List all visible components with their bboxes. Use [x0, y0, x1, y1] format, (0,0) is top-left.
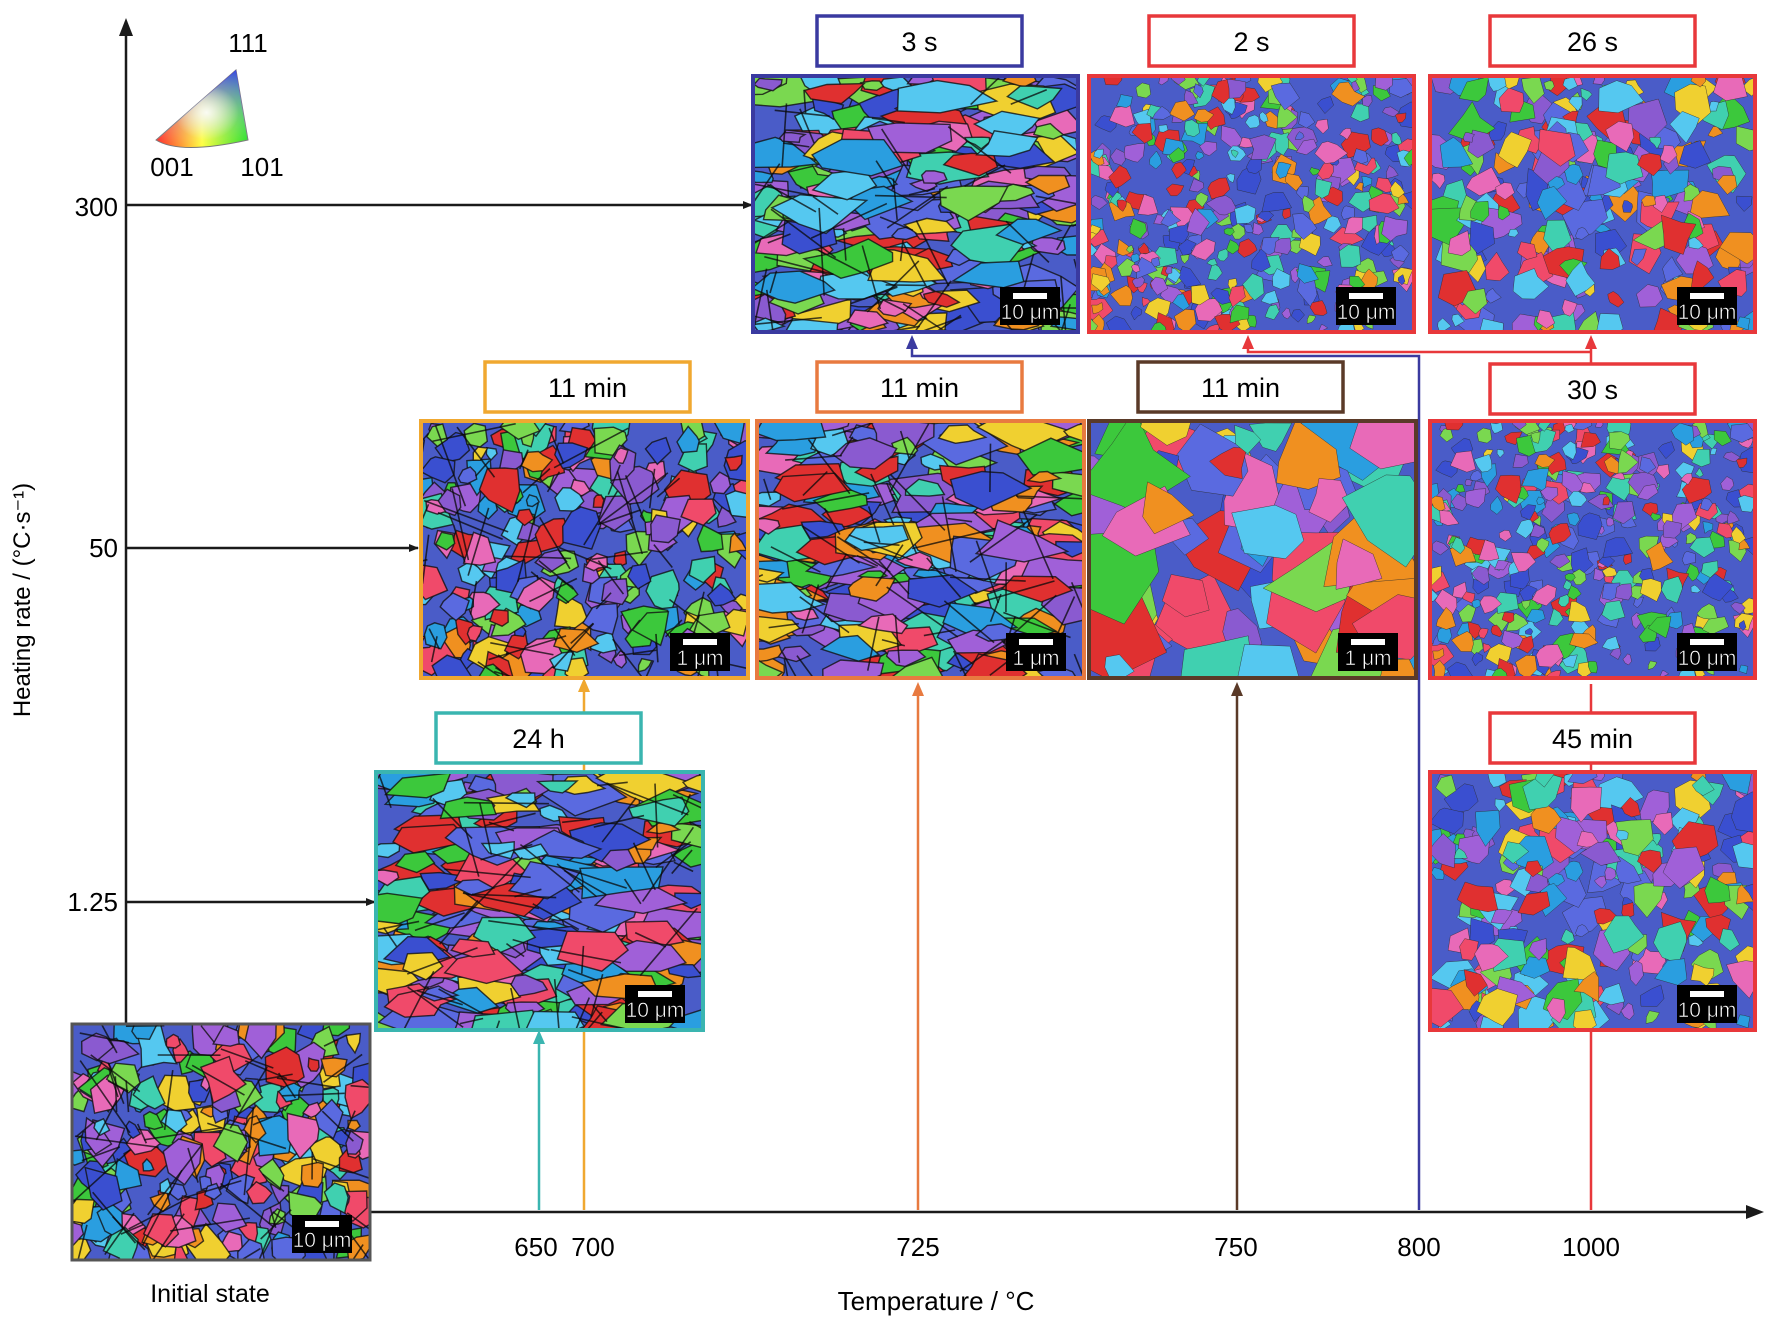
- panel-p50-750: 11 min 1 μm: [1087, 360, 1418, 680]
- heating-rate-arrows: [126, 201, 753, 906]
- time-label: 11 min: [880, 373, 959, 403]
- panel-frame: [751, 74, 1080, 334]
- y-axis-title: Heating rate / (°C·s⁻¹): [9, 483, 36, 717]
- panel-p50-700: 11 min 1 μm: [419, 360, 750, 680]
- initial-state-panel: 10 μm: [70, 1022, 372, 1262]
- connector-725-head: [912, 682, 924, 696]
- time-label: 11 min: [1201, 373, 1280, 403]
- scale-bar: 1 μm: [1006, 633, 1066, 671]
- scale-bar: 10 μm: [1677, 287, 1737, 325]
- connector-800-head: [906, 335, 918, 349]
- time-label: 2 s: [1233, 27, 1269, 57]
- scale-bar-label: 10 μm: [1337, 301, 1396, 324]
- time-label: 3 s: [901, 27, 937, 57]
- panel-frame: [1428, 770, 1757, 1032]
- ebsd-map: [72, 1024, 370, 1260]
- y-tick-label: 1.25: [67, 887, 118, 917]
- time-label: 45 min: [1552, 724, 1633, 754]
- scale-bar: 10 μm: [1000, 287, 1060, 325]
- scale-bar-label: 10 μm: [1001, 301, 1060, 324]
- panel-frame: [1428, 419, 1757, 680]
- panel-p300-1000b: 26 s 10 μm: [1428, 14, 1757, 334]
- time-label: 11 min: [548, 373, 627, 403]
- time-label-box: 45 min: [1488, 711, 1697, 765]
- panel-p50-725: 11 min 1 μm: [755, 360, 1086, 680]
- scale-bar-label: 1 μm: [676, 647, 723, 670]
- panel-p125-650: 24 h 10 μm: [374, 711, 705, 1032]
- panel-frame: [374, 770, 705, 1032]
- scale-bar-label: 10 μm: [1678, 647, 1737, 670]
- ipf-label-001: 001: [150, 152, 193, 182]
- ipf-label-111: 111: [228, 28, 268, 58]
- time-label-box: 11 min: [1136, 360, 1345, 414]
- x-tick-label: 750: [1214, 1232, 1257, 1262]
- connector-700-head: [578, 678, 590, 692]
- ebsd-map: [753, 76, 1078, 332]
- scale-bar-label: 10 μm: [293, 1229, 352, 1252]
- connector-650-head: [533, 1030, 545, 1044]
- x-tick-label: 700: [571, 1232, 614, 1262]
- panel-p125-1000: 45 min 10 μm: [1428, 711, 1757, 1032]
- connector-1000-split: [1246, 342, 1591, 354]
- ipf-label-101: 101: [240, 152, 283, 182]
- x-tick-label: 725: [896, 1232, 939, 1262]
- ebsd-map: [376, 772, 703, 1030]
- scale-bar: 10 μm: [1336, 287, 1396, 325]
- ebsd-map: [757, 421, 1084, 678]
- panel-p300-800: 3 s 10 μm: [751, 14, 1080, 334]
- x-tick-label: 800: [1397, 1232, 1440, 1262]
- axes: Heating rate / (°C·s⁻¹) Temperature / °C…: [9, 18, 1764, 1316]
- panel-frame: [419, 419, 750, 680]
- time-label-box: 3 s: [815, 14, 1024, 68]
- time-label-box: 30 s: [1488, 362, 1697, 416]
- scale-bar-label: 10 μm: [1678, 301, 1737, 324]
- x-tick-label: 1000: [1562, 1232, 1620, 1262]
- time-label-box: 26 s: [1488, 14, 1697, 68]
- scale-bar: 10 μm: [625, 985, 685, 1023]
- y-tick-label: 300: [75, 192, 118, 222]
- time-label-box: 2 s: [1147, 14, 1356, 68]
- panel-frame: [1428, 74, 1757, 334]
- panel-frame: [1087, 74, 1416, 334]
- ipf-legend: 111 001 101: [150, 28, 283, 182]
- scale-bar-label: 1 μm: [1012, 647, 1059, 670]
- scale-bar: 10 μm: [1677, 985, 1737, 1023]
- panel-p50-1000: 30 s 10 μm: [1428, 362, 1757, 680]
- connector-1000-head-b: [1585, 335, 1597, 349]
- y-tick-label: 50: [89, 533, 118, 563]
- x-tick-label: 650: [514, 1232, 557, 1262]
- initial-state-label: Initial state: [150, 1280, 270, 1308]
- connector-750-head: [1231, 682, 1243, 696]
- panel-frame: [755, 419, 1086, 680]
- time-label: 30 s: [1567, 375, 1618, 405]
- scale-bar-label: 10 μm: [626, 999, 685, 1022]
- scale-bar: 1 μm: [670, 633, 730, 671]
- time-label-box: 11 min: [483, 360, 692, 414]
- scale-bar-label: 10 μm: [1678, 999, 1737, 1022]
- x-axis-arrowhead: [1746, 1205, 1764, 1219]
- scale-bar: 10 μm: [292, 1215, 352, 1253]
- scale-bar: 10 μm: [1677, 633, 1737, 671]
- time-label: 24 h: [512, 724, 565, 754]
- connector-1000-head-a: [1242, 335, 1254, 349]
- time-label-box: 11 min: [815, 360, 1024, 414]
- time-label: 26 s: [1567, 27, 1618, 57]
- panel-p300-1000a: 2 s 10 μm: [1087, 14, 1416, 334]
- ebsd-map: [1089, 421, 1416, 678]
- scale-bar-label: 1 μm: [1344, 647, 1391, 670]
- scale-bar: 1 μm: [1338, 633, 1398, 671]
- time-label-box: 24 h: [434, 711, 643, 765]
- panel-frame: [1087, 419, 1418, 680]
- x-axis-title: Temperature / °C: [838, 1286, 1035, 1316]
- temperature-connectors: [533, 335, 1597, 1210]
- y-axis-arrowhead: [119, 18, 133, 36]
